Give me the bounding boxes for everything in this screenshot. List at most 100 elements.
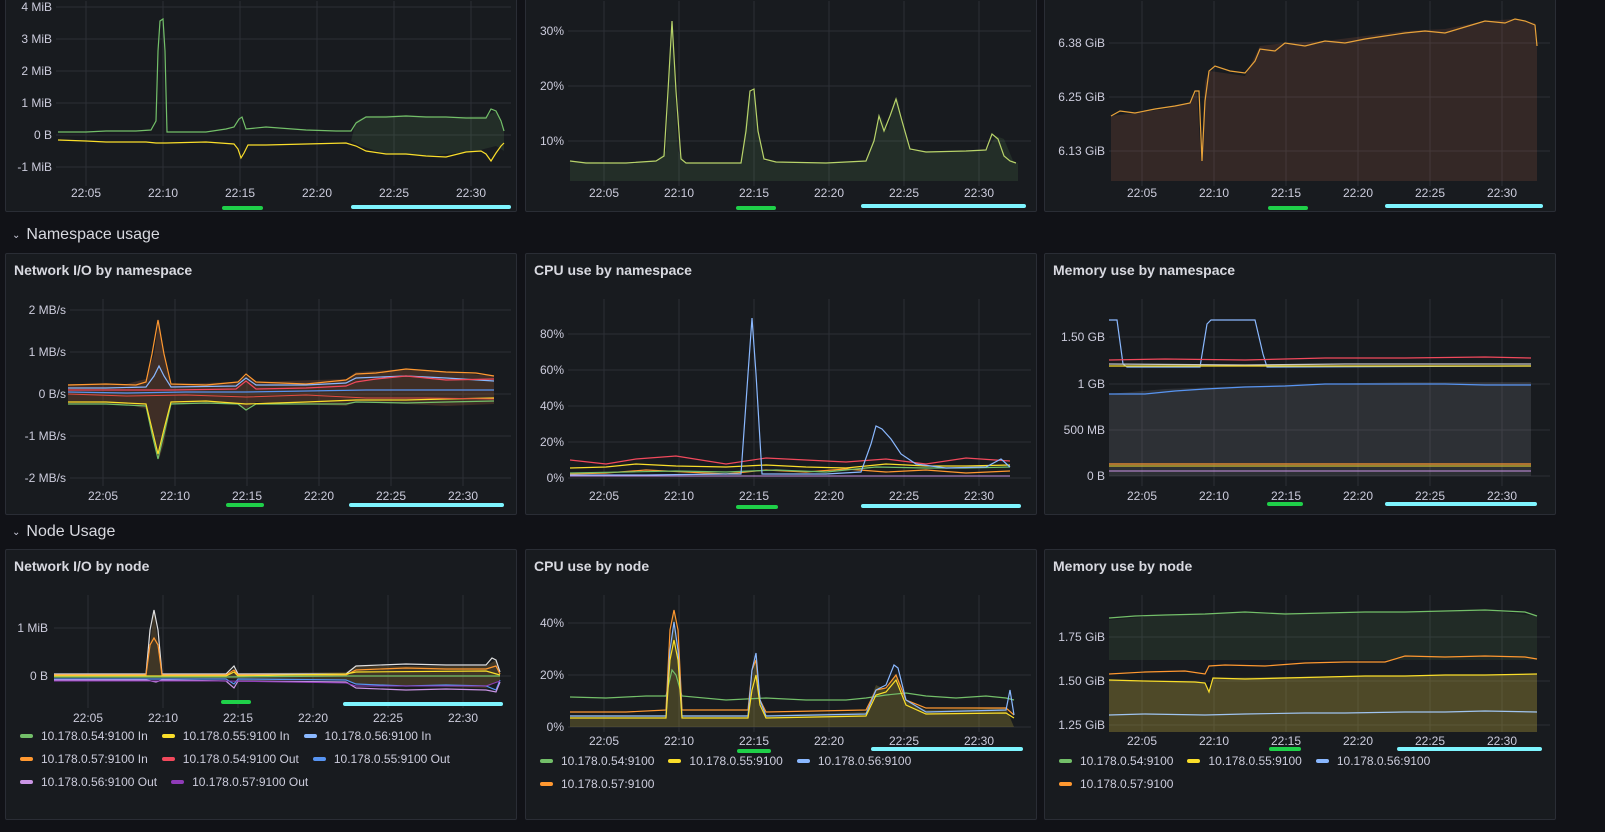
row-title: Namespace usage	[26, 226, 160, 243]
hand-mark-cyan	[1397, 747, 1542, 751]
legend-item[interactable]: 10.178.0.57:9100 Out	[171, 775, 308, 789]
hand-mark-cyan	[861, 204, 1026, 208]
legend-item[interactable]: 10.178.0.56:9100	[1315, 753, 1431, 768]
panel-title[interactable]: Memory use by namespace	[1053, 262, 1236, 278]
legend-item[interactable]: 10.178.0.54:9100 Out	[161, 752, 299, 766]
legend-item[interactable]: 10.178.0.55:9100	[1187, 754, 1302, 768]
x-tick: 22:05	[88, 489, 118, 503]
panel-title[interactable]: CPU use by namespace	[534, 262, 692, 278]
row-toggle-namespace[interactable]: ⌄ Namespace usage	[12, 226, 160, 244]
panel-title[interactable]: Network I/O by node	[14, 558, 150, 574]
x-tick: 22:15	[739, 489, 769, 503]
chart-network-io-top: 4 MiB 3 MiB 2 MiB 1 MiB 0 B -1 MiB 22:05…	[17, 0, 511, 200]
chart-memory-node: 1.75 GiB 1.50 GiB 1.25 GiB 22:05 22:10 2…	[1058, 595, 1550, 748]
row-toggle-node[interactable]: ⌄ Node Usage	[12, 523, 115, 541]
memory-panel-top: 6.38 GiB 6.25 GiB 6.13 GiB 22:05 22:10 2…	[1044, 0, 1556, 212]
x-tick: 22:30	[456, 186, 486, 200]
legend-label: 10.178.0.56:9100 Out	[41, 774, 158, 789]
x-tick: 22:15	[225, 186, 255, 200]
cpu-panel-top: 30% 20% 10% 22:05 22:10 22:15 22:20 22:2…	[525, 0, 1037, 212]
series-line-blue	[570, 621, 1015, 717]
legend-item[interactable]: 10.178.0.57:9100	[1059, 777, 1173, 791]
series-line-green	[68, 400, 495, 460]
x-tick: 22:20	[814, 186, 844, 200]
chart-memory-top: 6.38 GiB 6.25 GiB 6.13 GiB 22:05 22:10 2…	[1058, 1, 1550, 200]
area-fill-green	[1109, 610, 1537, 660]
hand-mark-cyan	[871, 747, 1023, 751]
y-tick: 40%	[540, 399, 564, 413]
hand-mark-green	[737, 749, 771, 753]
hand-mark-green	[736, 505, 778, 509]
y-tick: 1.25 GiB	[1058, 718, 1105, 732]
hand-mark-cyan	[351, 205, 511, 209]
legend-item[interactable]: 10.178.0.54:9100	[1059, 754, 1173, 768]
area-fill	[570, 21, 1018, 181]
grid	[1109, 595, 1550, 732]
hand-mark-green	[222, 206, 263, 210]
series-line-orange	[54, 636, 501, 676]
series-line-orange	[1108, 655, 1538, 675]
x-tick: 22:10	[160, 489, 190, 503]
x-tick: 22:25	[1415, 186, 1445, 200]
legend-item[interactable]: 10.178.0.54:9100 In	[20, 729, 148, 743]
y-tick: 20%	[540, 668, 564, 682]
series-line-yellow	[570, 639, 1015, 719]
x-tick: 22:15	[739, 186, 769, 200]
panel-title[interactable]: Network I/O by namespace	[14, 262, 193, 278]
legend-item[interactable]: 10.178.0.56:9100 Out	[20, 775, 157, 789]
series-line	[569, 20, 1017, 164]
panel-title[interactable]: Memory use by node	[1053, 558, 1193, 574]
series-line-green	[1108, 609, 1538, 619]
hand-mark-green	[1268, 206, 1308, 210]
x-tick: 22:30	[964, 186, 994, 200]
grid	[56, 1, 511, 186]
hand-mark-green	[226, 503, 264, 507]
legend-item[interactable]: 10.178.0.56:9100	[796, 754, 911, 768]
y-tick: 6.13 GiB	[1058, 144, 1105, 158]
legend-label: 10.178.0.54:9100	[561, 753, 655, 768]
series-line-blue	[570, 317, 1011, 476]
panel-title[interactable]: CPU use by node	[534, 558, 650, 574]
x-tick: 22:25	[376, 489, 406, 503]
legend-label: 10.178.0.56:9100 In	[324, 728, 432, 743]
y-tick: 1.50 GB	[1061, 330, 1105, 344]
y-tick: 0 B	[34, 128, 52, 142]
x-tick: 22:15	[1271, 186, 1301, 200]
y-tick: -2 MB/s	[25, 471, 66, 485]
legend: 10.178.0.54:9100 10.178.0.55:9100 10.178…	[1059, 749, 1430, 795]
legend-item[interactable]: 10.178.0.55:9100 In	[161, 729, 290, 743]
network-io-by-namespace-panel: Network I/O by namespace 2 MB/s 1 MB/s 0…	[5, 253, 517, 515]
y-tick: 2 MiB	[21, 64, 52, 78]
legend-item[interactable]: 10.178.0.54:9100	[540, 754, 654, 768]
legend-label: 10.178.0.56:9100	[1336, 753, 1431, 768]
x-tick: 22:30	[964, 734, 994, 748]
legend-item[interactable]: 10.178.0.56:9100 In	[303, 728, 432, 743]
y-tick: 3 MiB	[21, 32, 52, 46]
legend-item[interactable]: 10.178.0.55:9100	[668, 754, 783, 768]
chart-memory-namespace: 1.50 GB 1 GB 500 MB 0 B 22:05 22:10 22:1…	[1061, 299, 1550, 503]
legend-label: 10.178.0.57:9100	[561, 776, 655, 791]
legend-item[interactable]: 10.178.0.57:9100	[540, 777, 654, 791]
series-line-yellow	[54, 670, 501, 677]
y-tick: 60%	[540, 363, 564, 377]
x-tick: 22:20	[304, 489, 334, 503]
chart-network-io-node: 1 MiB 0 B 22:05 22:10 22:15 22:20 22:25 …	[17, 595, 511, 725]
x-tick: 22:25	[373, 711, 403, 725]
chart-cpu-top: 30% 20% 10% 22:05 22:10 22:15 22:20 22:2…	[540, 1, 1031, 200]
x-tick: 22:20	[814, 489, 844, 503]
legend-item[interactable]: 10.178.0.57:9100 In	[20, 752, 148, 766]
x-tick: 22:10	[664, 186, 694, 200]
y-tick: 0%	[547, 720, 565, 734]
series-line-yellow	[1108, 673, 1538, 694]
x-tick: 22:25	[1415, 734, 1445, 748]
grid	[568, 299, 1031, 486]
x-tick: 22:25	[889, 734, 919, 748]
series-line-green	[58, 17, 505, 133]
legend-item[interactable]: 10.178.0.55:9100 Out	[312, 752, 450, 766]
x-tick: 22:20	[814, 734, 844, 748]
series-line-violet	[54, 680, 501, 687]
hand-mark-cyan	[861, 504, 1021, 508]
x-tick: 22:25	[1415, 489, 1445, 503]
series-line-red	[68, 375, 495, 391]
legend: 10.178.0.54:9100 In 10.178.0.55:9100 In …	[20, 724, 450, 793]
